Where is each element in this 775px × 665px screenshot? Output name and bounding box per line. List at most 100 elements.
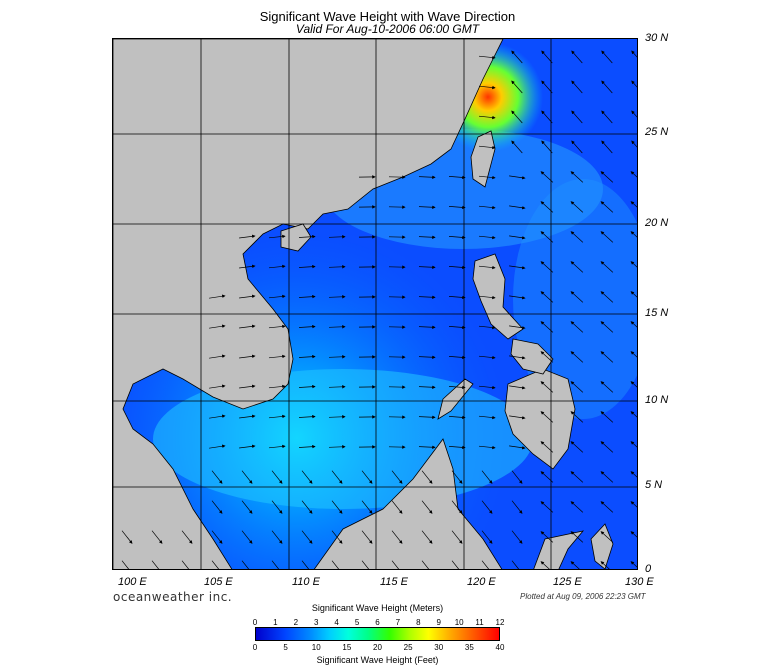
wave-arrow bbox=[478, 325, 496, 330]
wave-arrow bbox=[478, 85, 496, 90]
wave-arrow bbox=[209, 294, 226, 299]
wave-arrow bbox=[541, 50, 553, 64]
wave-arrow bbox=[511, 530, 523, 544]
wave-arrow bbox=[601, 140, 613, 154]
wave-arrow bbox=[478, 355, 496, 360]
wave-arrow bbox=[328, 265, 346, 269]
wave-arrow bbox=[241, 470, 253, 484]
meter-tick: 2 bbox=[293, 618, 299, 627]
wave-arrow bbox=[298, 234, 316, 239]
sulawesi-island bbox=[533, 530, 585, 569]
wave-arrow bbox=[268, 234, 286, 239]
wave-arrow bbox=[630, 231, 637, 238]
wave-arrow bbox=[211, 530, 223, 544]
wave-arrow bbox=[209, 414, 226, 419]
wave-arrow bbox=[631, 110, 637, 118]
wave-arrow bbox=[600, 351, 614, 363]
wave-arrow bbox=[268, 354, 286, 359]
wave-arrow bbox=[328, 385, 346, 389]
wave-arrow bbox=[540, 261, 554, 273]
wave-arrow bbox=[271, 560, 280, 569]
wave-arrow bbox=[301, 560, 310, 569]
wave-arrow bbox=[540, 471, 554, 483]
wave-arrow bbox=[478, 295, 496, 300]
wave-arrow bbox=[540, 171, 554, 183]
wave-arrow bbox=[268, 414, 286, 419]
wave-arrow bbox=[601, 50, 613, 64]
wave-arrow bbox=[298, 414, 316, 419]
wave-arrow bbox=[448, 385, 466, 390]
wave-map bbox=[112, 38, 638, 570]
wave-arrow bbox=[478, 415, 496, 420]
wave-arrow bbox=[540, 201, 554, 213]
wave-arrow bbox=[600, 201, 614, 213]
wave-arrow bbox=[209, 384, 226, 389]
hainan-island bbox=[280, 223, 312, 252]
wave-arrow bbox=[418, 325, 436, 330]
wave-arrow bbox=[511, 110, 523, 124]
wave-arrow bbox=[209, 354, 226, 359]
wave-arrow bbox=[418, 175, 436, 180]
wave-arrow bbox=[478, 385, 496, 390]
wave-arrow bbox=[540, 381, 554, 393]
plotted-timestamp: Plotted at Aug 09, 2006 22:23 GMT bbox=[520, 592, 646, 601]
wave-arrow bbox=[630, 381, 637, 388]
lat-label-15n: 15 N bbox=[645, 307, 669, 319]
lon-label-120e: 120 E bbox=[467, 576, 496, 588]
wave-arrow bbox=[478, 235, 496, 240]
wave-arrow bbox=[571, 110, 583, 124]
wave-arrow bbox=[478, 145, 496, 150]
meter-tick: 11 bbox=[475, 618, 484, 627]
wave-arrow bbox=[211, 560, 220, 569]
meter-tick: 10 bbox=[454, 618, 464, 627]
wave-arrow bbox=[511, 500, 523, 514]
colorbar-title-meters: Significant Wave Height (Meters) bbox=[311, 603, 444, 613]
mainland-asia bbox=[113, 39, 504, 569]
wave-arrow bbox=[298, 324, 316, 329]
wave-arrow bbox=[301, 470, 313, 484]
wave-arrow bbox=[511, 140, 523, 154]
map-subtitle: Valid For Aug-10-2006 06:00 GMT bbox=[295, 22, 480, 36]
wave-arrow bbox=[540, 321, 554, 333]
wave-arrow bbox=[328, 355, 346, 359]
wave-arrow bbox=[540, 501, 554, 513]
wave-arrow bbox=[209, 444, 226, 449]
wave-arrow bbox=[540, 561, 550, 569]
wave-arrow bbox=[631, 80, 637, 88]
wave-arrow bbox=[239, 294, 256, 299]
feet-tick: 5 bbox=[283, 643, 288, 652]
meter-tick: 3 bbox=[314, 618, 319, 627]
feet-tick: 20 bbox=[373, 643, 382, 652]
wave-arrow bbox=[481, 560, 490, 569]
wave-arrow bbox=[630, 501, 637, 508]
wave-arrow bbox=[509, 445, 526, 450]
wave-arrow bbox=[600, 261, 614, 273]
wave-arrow bbox=[570, 381, 584, 393]
wave-arrow bbox=[631, 50, 637, 58]
wave-arrow bbox=[600, 321, 614, 333]
wave-arrow bbox=[509, 415, 526, 420]
wave-arrow bbox=[421, 470, 433, 484]
wave-arrow bbox=[418, 385, 436, 390]
wave-arrow bbox=[570, 351, 584, 363]
wave-arrow bbox=[630, 471, 637, 478]
wave-arrow bbox=[301, 530, 313, 544]
wave-map-svg bbox=[113, 39, 637, 569]
wave-arrow bbox=[509, 175, 526, 180]
wave-arrow bbox=[181, 560, 190, 569]
wave-arrow bbox=[630, 351, 637, 358]
wave-arrow bbox=[540, 291, 554, 303]
wave-arrow bbox=[478, 55, 496, 60]
wave-arrow bbox=[151, 560, 160, 569]
wave-arrow bbox=[600, 501, 614, 513]
wave-arrow bbox=[361, 560, 370, 569]
wave-arrow bbox=[451, 530, 463, 544]
wave-arrow bbox=[448, 445, 466, 450]
wave-arrow bbox=[509, 295, 526, 300]
wave-arrow bbox=[391, 560, 400, 569]
wave-arrow bbox=[298, 264, 316, 269]
wave-arrow bbox=[298, 294, 316, 299]
wave-arrow bbox=[181, 530, 193, 544]
wave-arrow bbox=[239, 234, 256, 239]
wave-arrow bbox=[540, 441, 554, 453]
